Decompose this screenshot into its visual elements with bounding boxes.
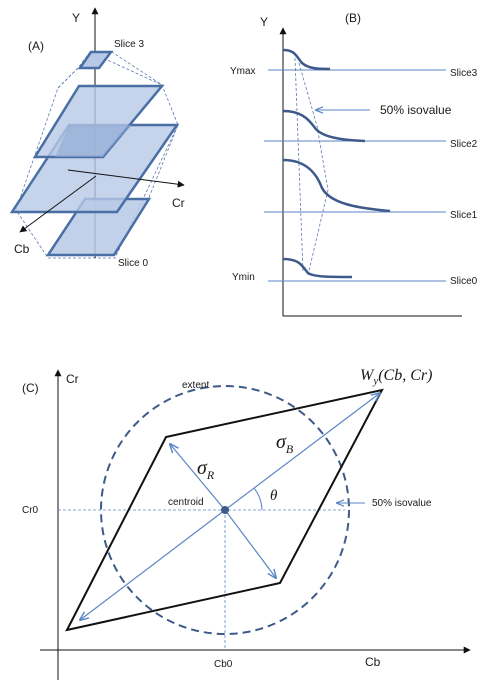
panel-a-cr-label: Cr [172, 196, 185, 210]
slice-overlap [55, 125, 131, 157]
panel-b-curves [282, 48, 391, 279]
panel-b-y-label: Y [260, 15, 268, 29]
panel-a-slice-bottom-label: Slice 0 [118, 258, 148, 269]
cr0-label: Cr0 [22, 505, 39, 516]
panel-a-envelope [15, 51, 179, 259]
theta-symbol: θ [270, 488, 278, 504]
cb0-label: Cb0 [214, 659, 233, 670]
isovalue-contour [65, 388, 384, 632]
panel-a-cb-axis [19, 175, 97, 233]
panel-a-y-label: Y [72, 11, 80, 25]
panel-a-label: (A) [28, 39, 44, 53]
panel-c: (C) Cr Cb extent Cr0 Cb0 θ centroid σR σ… [22, 367, 471, 680]
function-label: Wy(Cb, Cr) [360, 367, 432, 387]
panel-a-slice-top-label: Slice 3 [114, 39, 144, 50]
sigma-r-arrow-upper [170, 444, 226, 511]
sigma-b-arrow-upper [224, 393, 380, 511]
slice-3-plane [77, 50, 114, 70]
sigma-r-symbol: σR [197, 457, 215, 482]
panel-a-cb-label: Cb [14, 242, 30, 256]
extent-label: extent [182, 380, 209, 391]
panel-b-slice2-label: Slice2 [450, 139, 478, 150]
centroid-label: centroid [168, 497, 204, 508]
panel-c-cr-label: Cr [66, 372, 79, 386]
panel-b-ymax-label: Ymax [230, 66, 256, 77]
panel-b-isovalue-label: 50% isovalue [380, 103, 452, 117]
panel-c-label: (C) [22, 381, 39, 395]
sigma-b-arrow-lower [80, 509, 226, 620]
extent-circle [100, 385, 350, 635]
panel-a-cr-axis [67, 169, 185, 188]
panel-b-label: (B) [345, 11, 361, 25]
panel-b-slice-lines [264, 69, 446, 282]
panel-b-slice0-label: Slice0 [450, 276, 478, 287]
panel-c-cb-label: Cb [365, 655, 381, 669]
panel-b: (B) Y 50% isovalue Ymax Ymin Slice3 Slic… [230, 11, 478, 317]
panel-c-isovalue-label: 50% isovalue [372, 498, 432, 509]
theta-arc [253, 487, 263, 511]
centroid-point [221, 506, 229, 514]
panel-b-ymin-label: Ymin [232, 272, 255, 283]
sigma-r-arrow-lower [224, 509, 276, 578]
panel-b-isovalue-trend-left [294, 57, 304, 273]
panel-b-slice1-label: Slice1 [450, 210, 478, 221]
slice-0-plane [45, 197, 152, 257]
sigma-b-symbol: σB [276, 431, 294, 456]
panel-b-slice3-label: Slice3 [450, 68, 478, 79]
panel-b-isovalue-trend [298, 62, 329, 276]
panel-a: (A) Y Cr Cb Slice 3 Slice 0 [9, 7, 185, 269]
